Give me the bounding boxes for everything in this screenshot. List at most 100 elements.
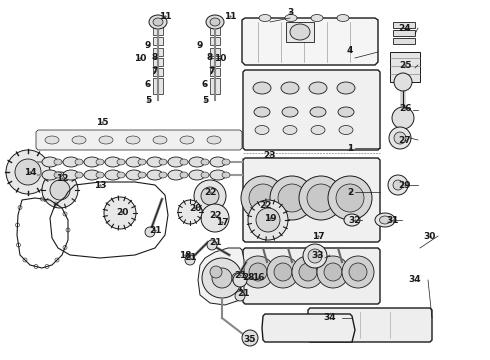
Circle shape (50, 180, 70, 200)
Circle shape (249, 263, 267, 281)
Ellipse shape (138, 172, 146, 178)
Bar (210, 25, 220, 35)
Ellipse shape (153, 136, 167, 144)
Text: 19: 19 (264, 213, 276, 222)
Text: 3: 3 (287, 8, 293, 17)
Polygon shape (243, 158, 380, 242)
Ellipse shape (201, 159, 209, 165)
Ellipse shape (99, 136, 113, 144)
Text: 21: 21 (149, 225, 161, 234)
Ellipse shape (168, 157, 184, 167)
Ellipse shape (189, 170, 205, 180)
Circle shape (342, 256, 374, 288)
Ellipse shape (168, 170, 184, 180)
Ellipse shape (201, 172, 209, 178)
Circle shape (336, 184, 364, 212)
Ellipse shape (338, 107, 354, 117)
Ellipse shape (285, 14, 297, 22)
Text: 34: 34 (409, 275, 421, 284)
Ellipse shape (210, 157, 226, 167)
Ellipse shape (138, 159, 146, 165)
Ellipse shape (42, 157, 58, 167)
Ellipse shape (147, 157, 163, 167)
Circle shape (194, 180, 226, 212)
Text: 9: 9 (145, 41, 151, 50)
Ellipse shape (105, 170, 121, 180)
Text: 23: 23 (264, 150, 276, 159)
Circle shape (270, 176, 314, 220)
Ellipse shape (84, 170, 100, 180)
Ellipse shape (96, 159, 104, 165)
Polygon shape (308, 308, 432, 342)
Ellipse shape (375, 213, 395, 227)
Ellipse shape (311, 14, 323, 22)
Circle shape (349, 263, 367, 281)
Circle shape (212, 268, 232, 288)
Text: 29: 29 (399, 180, 411, 189)
Ellipse shape (339, 126, 353, 135)
Circle shape (202, 258, 242, 298)
Text: 8: 8 (207, 53, 213, 62)
Ellipse shape (337, 82, 355, 94)
Circle shape (388, 175, 408, 195)
Circle shape (389, 127, 411, 149)
Text: 21: 21 (184, 253, 196, 262)
Ellipse shape (147, 170, 163, 180)
Circle shape (256, 208, 280, 232)
Ellipse shape (105, 157, 121, 167)
Ellipse shape (45, 136, 59, 144)
Text: 5: 5 (202, 95, 208, 104)
Circle shape (249, 184, 277, 212)
Circle shape (392, 107, 414, 129)
Bar (210, 58, 220, 66)
Circle shape (328, 176, 372, 220)
Ellipse shape (309, 82, 327, 94)
Bar (153, 58, 163, 66)
Circle shape (394, 73, 412, 91)
Circle shape (232, 273, 242, 283)
Ellipse shape (180, 136, 194, 144)
Ellipse shape (311, 126, 325, 135)
Text: 6: 6 (145, 80, 151, 89)
Text: 31: 31 (387, 216, 399, 225)
Ellipse shape (206, 15, 224, 29)
Ellipse shape (126, 170, 142, 180)
Bar (153, 48, 163, 56)
Circle shape (299, 176, 343, 220)
Circle shape (201, 204, 229, 232)
Circle shape (299, 263, 317, 281)
Circle shape (324, 263, 342, 281)
Text: 7: 7 (152, 67, 158, 76)
Ellipse shape (337, 14, 349, 22)
Ellipse shape (75, 172, 83, 178)
Ellipse shape (126, 157, 142, 167)
Ellipse shape (189, 157, 205, 167)
Ellipse shape (117, 172, 125, 178)
Ellipse shape (283, 126, 297, 135)
Circle shape (292, 256, 324, 288)
Text: 22: 22 (209, 211, 221, 220)
Circle shape (210, 266, 222, 278)
Text: 11: 11 (224, 12, 236, 21)
Polygon shape (242, 18, 378, 65)
Ellipse shape (63, 170, 79, 180)
Ellipse shape (117, 159, 125, 165)
Circle shape (308, 249, 322, 263)
Ellipse shape (180, 172, 188, 178)
Text: 21: 21 (209, 238, 221, 247)
Text: 10: 10 (134, 54, 146, 63)
Text: 27: 27 (399, 135, 411, 144)
Ellipse shape (379, 216, 391, 224)
Text: 14: 14 (24, 167, 36, 176)
Circle shape (394, 132, 406, 144)
Bar (153, 78, 163, 94)
Text: 5: 5 (145, 95, 151, 104)
Circle shape (393, 180, 403, 190)
Polygon shape (262, 314, 355, 342)
Text: 4: 4 (347, 45, 353, 54)
Polygon shape (198, 248, 244, 305)
Text: 11: 11 (159, 12, 171, 21)
Text: 20: 20 (189, 203, 201, 212)
Circle shape (242, 330, 258, 346)
Ellipse shape (210, 18, 220, 26)
